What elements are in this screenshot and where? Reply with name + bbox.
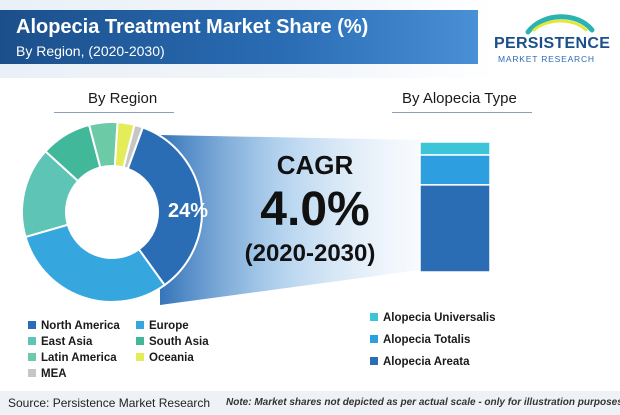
legend-label: Alopecia Areata xyxy=(383,356,470,368)
legend-swatch xyxy=(28,369,36,377)
legend-swatch xyxy=(136,321,144,329)
slice-east-asia xyxy=(21,149,80,239)
chart-subtitle: By Region, (2020-2030) xyxy=(16,43,165,59)
legend-oceania: Oceania xyxy=(136,352,194,364)
legend-label: Latin America xyxy=(41,352,117,364)
legend-label: South Asia xyxy=(149,336,209,348)
footer-band xyxy=(0,391,620,415)
cagr-label: CAGR xyxy=(276,150,354,180)
legend-north-america: North America xyxy=(28,320,120,332)
legend-swatch xyxy=(28,337,36,345)
legend-label: Alopecia Totalis xyxy=(383,334,471,346)
legend-label: East Asia xyxy=(41,336,93,348)
legend-latin-america: Latin America xyxy=(28,352,117,364)
cagr-period: (2020-2030) xyxy=(244,240,376,267)
legend-label: MEA xyxy=(41,368,67,380)
legend-swatch xyxy=(370,313,378,321)
legend-swatch xyxy=(370,357,378,365)
type-label-line xyxy=(392,112,532,113)
stacked-bar-chart xyxy=(419,141,491,273)
legend-swatch xyxy=(28,353,36,361)
cagr-value: 4.0% xyxy=(260,183,370,236)
title-box xyxy=(0,10,478,64)
chart-title: Alopecia Treatment Market Share (%) xyxy=(16,16,369,38)
slice-oceania xyxy=(113,121,136,169)
persistence-logo-icon xyxy=(525,14,595,35)
legend-swatch xyxy=(136,353,144,361)
region-label-line xyxy=(54,112,174,113)
slice-mea xyxy=(122,123,145,171)
legend-label: Oceania xyxy=(149,352,194,364)
type-section-label: By Alopecia Type xyxy=(402,90,517,107)
legend-east-asia: East Asia xyxy=(28,336,92,348)
legend-europe: Europe xyxy=(136,320,189,332)
legend-label: North America xyxy=(41,320,120,332)
logo-name: PERSISTENCE xyxy=(494,35,611,52)
legend-south-asia: South Asia xyxy=(136,336,209,348)
legend-label: Europe xyxy=(149,320,189,332)
slice-latin-america xyxy=(87,121,119,169)
legend-alopecia-areata: Alopecia Areata xyxy=(370,356,470,368)
segment-alopecia-universalis xyxy=(419,141,491,156)
legend-alopecia-totalis: Alopecia Totalis xyxy=(370,334,470,346)
region-section-label: By Region xyxy=(88,90,158,107)
legend-mea: MEA xyxy=(28,368,67,380)
slice-south-asia xyxy=(44,123,102,183)
slice-europe xyxy=(24,223,166,303)
segment-alopecia-areata xyxy=(419,184,491,273)
legend-label: Alopecia Universalis xyxy=(383,312,496,324)
source-text: Source: Persistence Market Research xyxy=(8,396,211,410)
segment-alopecia-totalis xyxy=(419,154,491,186)
north-america-share-label: 24% xyxy=(168,200,209,222)
legend-alopecia-universalis: Alopecia Universalis xyxy=(370,312,496,324)
note-text: Note: Market shares not depicted as per … xyxy=(226,397,620,408)
logo-sub: MARKET RESEARCH xyxy=(498,54,595,64)
legend-swatch xyxy=(136,337,144,345)
legend-swatch xyxy=(28,321,36,329)
legend-swatch xyxy=(370,335,378,343)
